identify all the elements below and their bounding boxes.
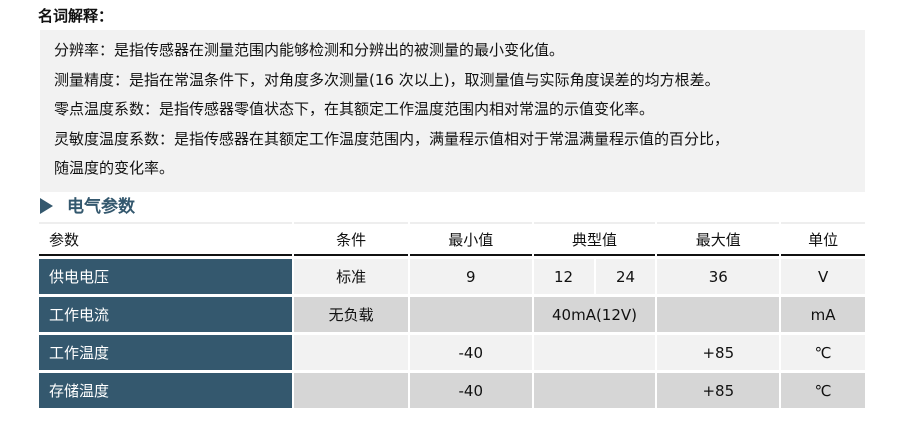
header-cell: 条件: [294, 222, 408, 256]
cell: 无负载: [294, 294, 408, 332]
cell: ℃: [781, 332, 865, 370]
electrical-params-table: 参数 条件 最小值 典型值 最大值 单位 供电电压 标准 9 12 24 36 …: [37, 222, 867, 408]
header-cell: 最小值: [409, 222, 532, 256]
header-cell: 最大值: [657, 222, 780, 256]
glossary-box: 分辨率：是指传感器在测量范围内能够检测和分辨出的被测量的最小变化值。 测量精度：…: [40, 30, 865, 192]
cell: mA: [781, 294, 865, 332]
triangle-right-icon: [40, 198, 53, 214]
cell: +85: [657, 370, 780, 408]
param-cell: 存储温度: [39, 370, 293, 408]
cell: V: [781, 256, 865, 294]
cell: 12: [533, 256, 594, 294]
cell: -40: [409, 332, 532, 370]
glossary-item: 测量精度：是指在常温条件下，对角度多次测量(16 次以上)，取测量值与实际角度误…: [54, 70, 720, 89]
glossary-item: 零点温度系数：是指传感器零值状态下，在其额定工作温度范围内相对常温的示值变化率。: [54, 100, 655, 118]
cell: 9: [409, 256, 532, 294]
header-cell: 参数: [39, 222, 293, 256]
param-cell: 工作温度: [39, 332, 293, 370]
header-cell: 典型值: [533, 222, 656, 256]
cell: [533, 332, 656, 370]
cell: 标准: [294, 256, 408, 294]
cell: [294, 332, 408, 370]
cell: [294, 370, 408, 408]
cell: [657, 294, 780, 332]
cell: +85: [657, 332, 780, 370]
table-row: 工作温度 -40 +85 ℃: [39, 332, 865, 370]
table-row: 存储温度 -40 +85 ℃: [39, 370, 865, 408]
glossary-item: 分辨率：是指传感器在测量范围内能够检测和分辨出的被测量的最小变化值。: [54, 41, 565, 59]
cell: 36: [657, 256, 780, 294]
section-heading: 电气参数: [40, 192, 135, 217]
table-row: 工作电流 无负载 40mA(12V) mA: [39, 294, 865, 332]
glossary-item: 随温度的变化率。: [54, 159, 175, 177]
cell: [533, 370, 656, 408]
header-cell: 单位: [781, 222, 865, 256]
section-title: 电气参数: [67, 197, 135, 217]
glossary-item: 灵敏度温度系数：是指传感器在其额定工作温度范围内，满量程示值相对于常温满量程示值…: [54, 129, 730, 148]
glossary-title: 名词解释：: [38, 7, 114, 25]
cell: ℃: [781, 370, 865, 408]
table-row: 供电电压 标准 9 12 24 36 V: [39, 256, 865, 294]
table-header: 参数 条件 最小值 典型值 最大值 单位: [39, 222, 865, 256]
cell: 40mA(12V): [533, 294, 656, 332]
param-cell: 供电电压: [39, 256, 293, 294]
cell: -40: [409, 370, 532, 408]
cell: [409, 294, 532, 332]
param-cell: 工作电流: [39, 294, 293, 332]
cell: 24: [595, 256, 656, 294]
